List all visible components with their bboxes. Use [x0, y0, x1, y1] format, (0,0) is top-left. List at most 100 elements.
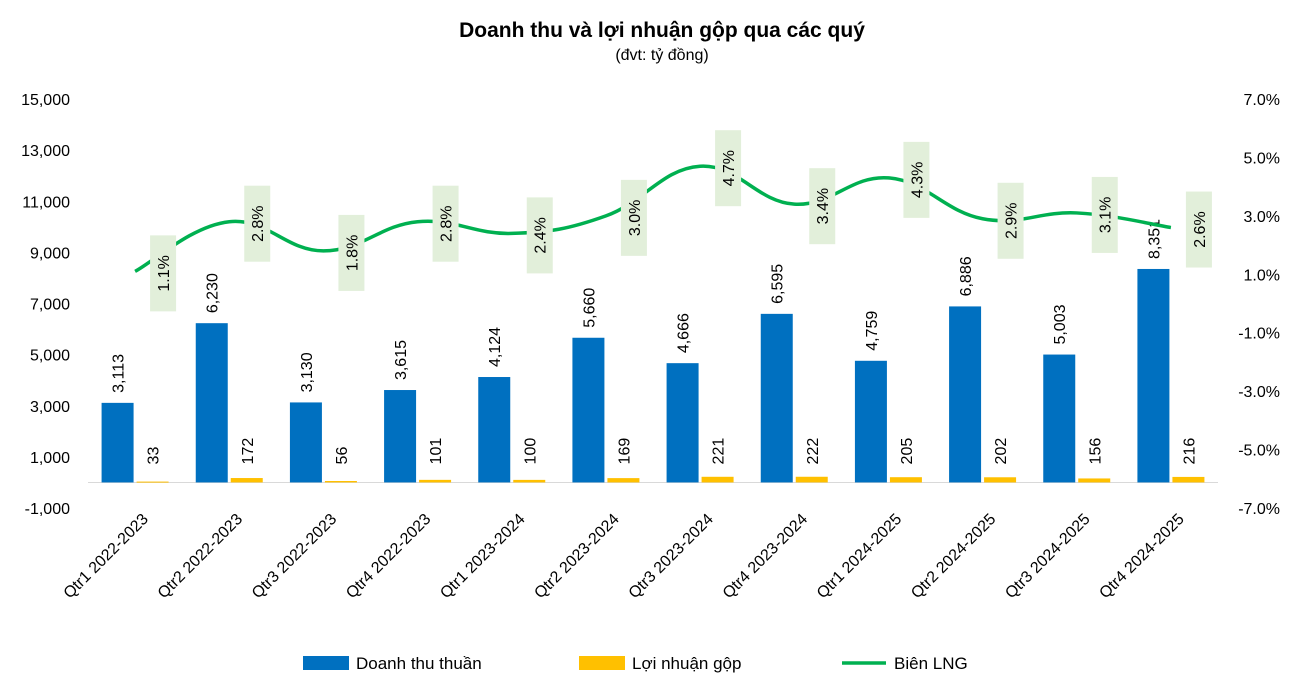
gross-profit-bar: [607, 478, 640, 483]
revenue-bar: [1043, 354, 1076, 483]
margin-label-background: [526, 197, 553, 274]
legend-swatch-revenue: [303, 656, 349, 670]
y-right-tick-label: -1.0%: [1238, 326, 1280, 343]
revenue-bar: [572, 337, 605, 483]
revenue-bar: [289, 402, 322, 483]
y-right-tick-label: -5.0%: [1238, 443, 1280, 460]
margin-data-label: 1.1%: [156, 255, 173, 291]
revenue-bar: [666, 363, 699, 483]
gross-profit-data-label: 56: [334, 447, 351, 465]
y-left-tick-label: -1,000: [25, 501, 70, 518]
revenue-bar: [478, 377, 511, 483]
gross-profit-bar: [136, 481, 169, 483]
y-left-tick-label: 1,000: [30, 450, 70, 467]
gross-profit-data-label: 172: [240, 438, 257, 465]
legend-label-gross-profit: Lợi nhuận gộp: [632, 654, 741, 673]
gross-profit-bar: [513, 479, 546, 483]
revenue-data-label: 6,886: [958, 256, 975, 296]
revenue-bar: [949, 306, 982, 483]
margin-data-label: 3.0%: [627, 200, 644, 236]
x-tick-label: Qtr2 2022-2023: [155, 511, 246, 602]
revenue-data-label: 3,130: [299, 352, 316, 392]
gross-profit-data-label: 221: [711, 438, 728, 465]
gross-profit-bar: [984, 477, 1017, 483]
x-tick-label: Qtr4 2024-2025: [1096, 511, 1187, 602]
revenue-data-label: 3,113: [111, 354, 128, 393]
legend-swatch-gross-profit: [579, 656, 625, 670]
margin-label-background: [1185, 191, 1212, 268]
chart-title: Doanh thu và lợi nhuận gộp qua các quý: [459, 19, 865, 42]
y-left-tick-label: 11,000: [22, 194, 70, 211]
margin-data-label: 1.8%: [344, 235, 361, 271]
y-right-tick-label: 3.0%: [1244, 209, 1280, 226]
revenue-data-label: 6,230: [205, 273, 222, 313]
y-right-tick-label: 5.0%: [1244, 150, 1280, 167]
margin-label-background: [620, 179, 647, 256]
revenue-bar: [854, 360, 887, 483]
legend-label-revenue: Doanh thu thuần: [356, 654, 482, 673]
gross-profit-data-label: 202: [993, 438, 1010, 465]
x-tick-label: Qtr2 2024-2025: [908, 511, 999, 602]
margin-label-background: [338, 214, 365, 291]
x-tick-label: Qtr1 2023-2024: [437, 511, 528, 602]
gross-profit-data-label: 101: [428, 438, 445, 465]
x-tick-label: Qtr3 2024-2025: [1002, 511, 1093, 602]
x-tick-label: Qtr1 2022-2023: [61, 511, 152, 602]
gross-profit-bar: [1078, 478, 1111, 483]
margin-data-label: 2.9%: [1004, 203, 1021, 239]
revenue-data-label: 8,351: [1146, 219, 1163, 259]
x-tick-label: Qtr1 2024-2025: [814, 511, 905, 602]
y-right-tick-label: -3.0%: [1238, 384, 1280, 401]
margin-data-label: 2.8%: [250, 205, 267, 241]
y-left-tick-label: 13,000: [21, 143, 70, 160]
y-right-tick-label: 1.0%: [1244, 267, 1280, 284]
x-tick-label: Qtr3 2023-2024: [626, 511, 717, 602]
margin-data-label: 3.1%: [1098, 197, 1115, 233]
y-right-tick-label: 7.0%: [1244, 92, 1280, 109]
margin-label-background: [997, 182, 1024, 259]
plot-area: -1,000 1,000 3,000 5,000 7,000 9,000 11,000 13,…: [21, 92, 1280, 602]
revenue-data-label: 5,003: [1052, 304, 1069, 344]
y-left-tick-label: 7,000: [30, 297, 70, 314]
revenue-bar: [101, 402, 134, 483]
margin-label-background: [1091, 176, 1118, 253]
revenue-data-label: 4,666: [676, 313, 693, 353]
margin-data-label: 4.3%: [909, 162, 926, 198]
margin-label-background: [903, 141, 930, 218]
gross-profit-bar: [1172, 476, 1205, 483]
margin-data-label: 3.4%: [815, 188, 832, 224]
margin-label-background: [150, 235, 177, 312]
revenue-data-label: 4,759: [864, 311, 881, 351]
margin-line: [134, 164, 1172, 273]
revenue-data-label: 3,615: [393, 340, 410, 380]
gross-profit-bar: [889, 477, 922, 483]
y-left-tick-label: 5,000: [30, 348, 70, 365]
margin-data-label: 2.6%: [1192, 211, 1209, 247]
revenue-bar: [195, 323, 228, 483]
margin-data-label: 4.7%: [721, 150, 738, 186]
gross-profit-bar: [701, 476, 734, 483]
gross-profit-data-label: 33: [146, 447, 163, 465]
revenue-bar: [760, 313, 793, 483]
revenue-data-label: 6,595: [770, 264, 787, 304]
x-tick-label: Qtr2 2023-2024: [531, 511, 622, 602]
gross-profit-bar: [419, 479, 452, 483]
gross-profit-bar: [324, 481, 357, 483]
gross-profit-data-label: 222: [805, 438, 822, 465]
legend-label-margin: Biên LNG: [894, 654, 968, 673]
x-tick-label: Qtr4 2022-2023: [343, 511, 434, 602]
legend: Doanh thu thuần Lợi nhuận gộp Biên LNG: [303, 654, 968, 673]
margin-label-background: [244, 185, 271, 262]
gross-profit-bar: [795, 476, 828, 483]
x-tick-label: Qtr3 2022-2023: [249, 511, 340, 602]
gross-profit-data-label: 156: [1087, 438, 1104, 465]
y-left-tick-label: 3,000: [30, 399, 70, 416]
y-left-tick-label: 9,000: [30, 245, 70, 262]
x-tick-label: Qtr4 2023-2024: [720, 511, 811, 602]
margin-label-background: [809, 168, 836, 245]
margin-label-background: [715, 130, 742, 207]
revenue-bar: [384, 390, 417, 483]
gross-profit-data-label: 169: [616, 438, 633, 465]
gross-profit-data-label: 216: [1181, 438, 1198, 465]
